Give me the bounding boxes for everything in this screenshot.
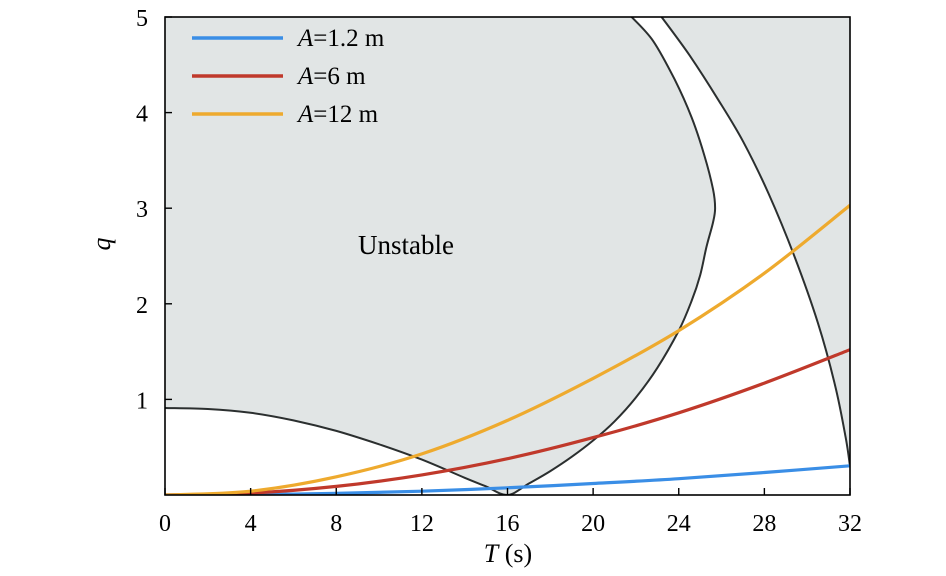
series-line-a12 bbox=[165, 204, 850, 495]
annotation-unstable: Unstable bbox=[358, 230, 454, 260]
legend-label-var: A bbox=[296, 63, 314, 90]
x-tick-label: 4 bbox=[245, 511, 257, 537]
x-tick-label: 12 bbox=[410, 511, 434, 537]
y-tick-label: 5 bbox=[136, 6, 148, 32]
legend-label-a6: A=6 m bbox=[296, 63, 366, 90]
y-tick-label: 3 bbox=[136, 197, 148, 223]
unstable-region-right bbox=[661, 17, 850, 495]
x-tick-label: 32 bbox=[838, 511, 862, 537]
x-tick-label: 28 bbox=[752, 511, 776, 537]
legend-label-a1-2: A=1.2 m bbox=[296, 25, 385, 52]
x-tick-label: 8 bbox=[330, 511, 342, 537]
y-tick-label: 4 bbox=[136, 102, 148, 128]
x-tick-label: 20 bbox=[581, 511, 605, 537]
legend-label-value: =12 m bbox=[313, 101, 378, 128]
y-tick-label: 2 bbox=[136, 293, 148, 319]
x-tick-label: 24 bbox=[667, 511, 691, 537]
legend-label-value: =6 m bbox=[313, 63, 366, 90]
y-axis-label: q bbox=[87, 238, 116, 251]
x-axis-label-unit: (s) bbox=[498, 539, 532, 568]
series-line-a6 bbox=[165, 348, 850, 495]
legend-label-a12: A=12 m bbox=[296, 101, 379, 128]
stability-boundary-0 bbox=[165, 17, 717, 495]
legend-label-var: A bbox=[296, 101, 314, 128]
x-tick-label: 0 bbox=[159, 511, 171, 537]
x-tick-label: 16 bbox=[496, 511, 520, 537]
stability-boundary-1 bbox=[660, 17, 850, 467]
legend: A=1.2 m A=6 m A=12 m bbox=[192, 25, 385, 128]
stable-region bbox=[165, 17, 850, 495]
y-tick-label: 1 bbox=[136, 388, 148, 414]
x-axis-label-var: T bbox=[484, 539, 500, 568]
legend-label-value: =1.2 m bbox=[313, 25, 385, 52]
x-axis-label: T (s) bbox=[484, 539, 532, 568]
legend-label-var: A bbox=[296, 25, 314, 52]
